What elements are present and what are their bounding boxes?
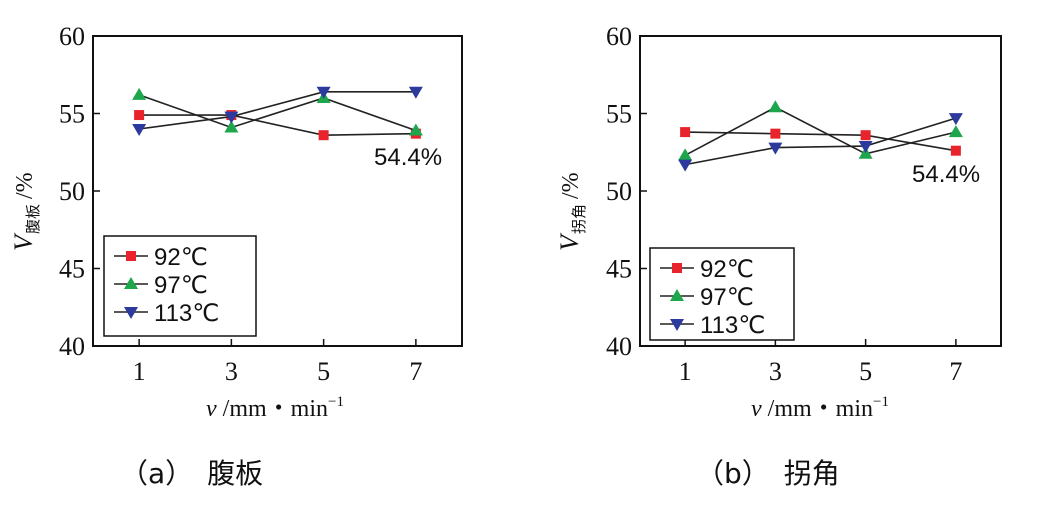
- data-point-2-2: [858, 141, 873, 154]
- y-axis-var: V: [9, 232, 38, 251]
- x-tick-label: 5: [859, 357, 872, 386]
- x-tick-label: 3: [225, 357, 238, 386]
- y-axis-label: V腹板 /%: [9, 172, 42, 251]
- data-point-2-3: [408, 86, 423, 99]
- y-axis-var: V: [555, 232, 584, 251]
- y-tick-label: 45: [59, 255, 85, 284]
- x-axis-label: v /mm・min−1: [751, 394, 889, 422]
- legend-label: 113℃: [154, 300, 219, 327]
- data-point-2-1: [768, 142, 783, 155]
- legend-marker: [124, 277, 138, 289]
- x-tick-label: 1: [133, 357, 146, 386]
- annotation-label: 54.4%: [374, 144, 442, 171]
- series-line-2: [684, 117, 957, 166]
- legend-label: 97℃: [700, 284, 754, 311]
- legend-marker: [670, 289, 684, 301]
- series-line-1: [138, 94, 417, 132]
- data-point-2-0: [678, 159, 693, 172]
- legend-label: 92℃: [700, 256, 754, 283]
- x-axis-exp: −1: [328, 394, 344, 410]
- y-tick-label: 45: [606, 255, 632, 284]
- y-axis-sub: 拐角: [570, 204, 588, 234]
- data-point-0-3: [950, 145, 961, 156]
- series-line-0: [139, 114, 416, 137]
- y-tick-label: 60: [606, 22, 632, 51]
- data-point-0-1: [770, 128, 781, 139]
- y-axis-label: V拐角 /%: [555, 172, 588, 251]
- y-tick-label: 55: [606, 100, 632, 129]
- data-point-1-0: [678, 148, 693, 161]
- series-line-2: [139, 91, 416, 130]
- y-axis-unit: /%: [558, 172, 584, 199]
- x-axis-unit: /mm・min: [762, 396, 873, 422]
- x-tick-label: 1: [679, 357, 692, 386]
- legend-marker: [126, 251, 136, 261]
- caption-text: 拐角: [784, 457, 840, 490]
- y-tick-label: 40: [59, 332, 85, 361]
- x-axis-var: v: [206, 396, 217, 422]
- x-tick-label: 7: [409, 357, 422, 386]
- caption-text: 腹板: [207, 457, 263, 490]
- x-tick-label: 3: [769, 357, 782, 386]
- y-tick-label: 40: [606, 332, 632, 361]
- series-line-1: [684, 106, 957, 157]
- x-axis-unit: /mm・min: [217, 396, 328, 422]
- x-axis-exp: −1: [873, 394, 889, 410]
- y-tick-label: 50: [606, 177, 632, 206]
- data-point-1-3: [948, 125, 963, 138]
- data-point-0-2: [860, 130, 871, 141]
- data-point-1-3: [408, 123, 423, 136]
- caption-letter: （b）: [696, 457, 770, 490]
- y-tick-label: 50: [59, 177, 85, 206]
- legend-marker: [670, 319, 684, 331]
- legend-label: 92℃: [154, 244, 208, 271]
- data-point-0-0: [134, 110, 145, 121]
- data-point-2-3: [948, 113, 963, 126]
- data-point-0-0: [680, 127, 691, 138]
- panel-caption: （b） 拐角: [696, 457, 840, 490]
- y-axis-sub: 腹板: [24, 204, 42, 234]
- data-point-2-0: [132, 124, 147, 136]
- data-point-1-0: [132, 87, 147, 100]
- panel-caption: （a） 腹板: [120, 457, 263, 490]
- y-tick-label: 55: [59, 100, 85, 129]
- data-point-2-1: [224, 111, 239, 124]
- legend-marker: [672, 263, 682, 273]
- data-point-2-2: [316, 86, 331, 99]
- legend-label: 97℃: [154, 272, 208, 299]
- y-axis-unit: /%: [12, 172, 38, 199]
- x-tick-label: 5: [317, 357, 330, 386]
- legend-label: 113℃: [700, 312, 765, 339]
- data-point-1-1: [768, 100, 783, 113]
- data-point-1-1: [224, 120, 239, 133]
- y-tick-label: 60: [59, 22, 85, 51]
- x-axis-var: v: [751, 396, 762, 422]
- x-tick-label: 7: [949, 357, 962, 386]
- data-point-0-2: [318, 130, 329, 141]
- x-axis-label: v /mm・min−1: [206, 394, 344, 422]
- legend-marker: [124, 307, 138, 319]
- annotation-label: 54.4%: [912, 161, 980, 188]
- caption-letter: （a）: [120, 457, 193, 490]
